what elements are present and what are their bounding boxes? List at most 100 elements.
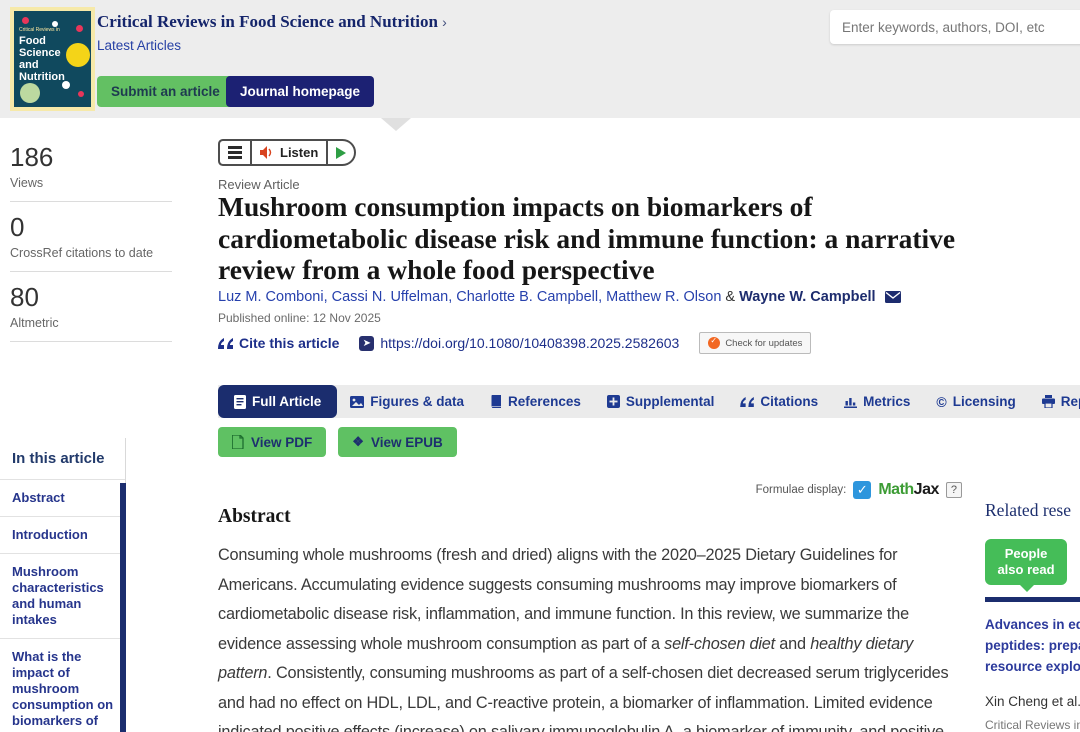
author-links[interactable]: Luz M. Comboni, Cassi N. Uffelman, Charl… (218, 289, 722, 305)
submit-article-button[interactable]: Submit an article (97, 76, 234, 107)
book-icon (491, 395, 502, 408)
listen-label: Listen (280, 145, 319, 160)
tab-label: Metrics (863, 394, 911, 409)
tab-references[interactable]: References (477, 385, 594, 418)
listen-menu-button[interactable] (220, 141, 250, 164)
in-this-article-sidebar: In this article Abstract Introduction Mu… (0, 438, 126, 732)
latest-articles-link[interactable]: Latest Articles (97, 38, 182, 53)
journal-header: Critical Reviews in Food Science and Nut… (0, 0, 1080, 118)
article-tabbar: Full Article Figures & data References S… (218, 385, 1080, 418)
toc-scroll-indicator[interactable] (120, 483, 126, 732)
envelope-icon[interactable] (884, 291, 901, 303)
metric-views: 186 Views (10, 138, 172, 202)
mathjax-logo: MathJax (878, 481, 939, 498)
copyright-icon: © (936, 393, 947, 410)
cover-decoration (20, 83, 40, 103)
metric-value: 80 (10, 282, 39, 312)
tab-label: Supplemental (625, 394, 715, 409)
mathjax-help-button[interactable]: ? (945, 482, 962, 498)
tab-metrics[interactable]: Metrics (831, 385, 923, 418)
speaker-icon (260, 146, 272, 159)
tab-full-article[interactable]: Full Article (218, 385, 338, 418)
cite-row: Cite this article ➤ https://doi.org/10.1… (218, 332, 812, 354)
abstract-segment: Consuming whole mushrooms (fresh and dri… (218, 546, 909, 653)
title-line: Mushroom consumption impacts on biomarke… (218, 191, 813, 222)
metric-label: Altmetric (10, 316, 59, 330)
people-also-read-tab[interactable]: People also read (985, 539, 1067, 592)
related-title-line: Advances in edib (985, 617, 1080, 632)
metric-altmetric: 80 Altmetric (10, 278, 172, 342)
related-article-link[interactable]: Advances in edib peptides: prepara resou… (985, 614, 1080, 677)
tab-reprints-permissions[interactable]: Reprints & Permissions (1029, 385, 1080, 418)
cite-article-link[interactable]: Cite this article (218, 335, 339, 351)
view-pdf-label: View PDF (251, 434, 313, 450)
metric-label: CrossRef citations to date (10, 246, 154, 260)
cover-decoration (66, 43, 90, 67)
related-research-rail: Related rese People also read Advances i… (985, 500, 1080, 732)
crossmark-icon (708, 336, 721, 349)
article-type-label: Review Article (218, 177, 300, 192)
header-notch (381, 118, 411, 131)
metric-value: 186 (10, 142, 54, 172)
tab-label: Full Article (252, 394, 322, 409)
title-line: review from a whole food perspective (218, 254, 655, 285)
cover-decoration (22, 17, 29, 24)
printer-icon (1041, 395, 1055, 408)
search-input[interactable] (830, 10, 1080, 44)
view-buttons: View PDF ❖ View EPUB (218, 427, 457, 457)
metric-crossref: 0 CrossRef citations to date (10, 208, 172, 272)
tab-label: References (508, 394, 581, 409)
tab-citations[interactable]: Citations (727, 385, 831, 418)
breadcrumb-journal-title[interactable]: Critical Reviews in Food Science and Nut… (97, 12, 438, 31)
abstract-italic: healthy dietary pattern (218, 634, 914, 683)
journal-homepage-button[interactable]: Journal homepage (226, 76, 375, 107)
breadcrumb[interactable]: Critical Reviews in Food Science and Nut… (97, 12, 447, 32)
listen-player: Listen (218, 139, 357, 166)
article-title: Mushroom consumption impacts on biomarke… (218, 191, 1070, 286)
play-button[interactable] (326, 141, 354, 164)
toc-item-impact[interactable]: What is the impact of mushroom consumpti… (12, 649, 114, 728)
cover-decoration (62, 81, 70, 89)
related-authors: Xin Cheng et al. (985, 694, 1080, 709)
document-icon (234, 394, 246, 409)
doi-link[interactable]: ➤ https://doi.org/10.1080/10408398.2025.… (359, 335, 679, 351)
toc-item-abstract[interactable]: Abstract (0, 480, 125, 517)
check-for-updates-button[interactable]: Check for updates (699, 332, 812, 354)
abstract-heading: Abstract (218, 506, 291, 527)
tab-label: Figures & data (370, 394, 465, 409)
quote-icon (218, 337, 233, 349)
tab-supplemental[interactable]: Supplemental (594, 385, 728, 418)
hamburger-icon (228, 146, 242, 159)
corresponding-author-link[interactable]: Wayne W. Campbell (739, 289, 876, 305)
article-metrics: 186 Views 0 CrossRef citations to date 8… (10, 138, 172, 348)
toc-heading: In this article (0, 438, 125, 480)
link-icon: ➤ (359, 335, 375, 351)
quote-icon (740, 396, 755, 407)
image-icon (350, 395, 365, 408)
view-pdf-button[interactable]: View PDF (218, 427, 327, 457)
ampersand: & (721, 289, 740, 305)
metric-value: 0 (10, 212, 25, 242)
mathjax-checkbox[interactable]: ✓ (853, 481, 872, 499)
journal-cover-art: Critical Reviews in Food Science and Nut… (14, 11, 91, 107)
journal-cover-image[interactable]: Critical Reviews in Food Science and Nut… (10, 7, 95, 111)
tab-label: Reprints & Permissions (1060, 394, 1080, 409)
play-icon (336, 146, 347, 159)
toc-item-mushroom-characteristics[interactable]: Mushroom characteristics and human intak… (0, 554, 125, 639)
toc-item-introduction[interactable]: Introduction (0, 517, 125, 554)
related-research-heading: Related rese (985, 500, 1071, 520)
cover-journal-kicker: Critical Reviews in (19, 27, 60, 33)
formulae-display-row: Formulae display: ✓ MathJax ? (218, 481, 962, 499)
view-epub-button[interactable]: ❖ View EPUB (338, 427, 457, 457)
cite-label: Cite this article (239, 335, 340, 351)
tab-licensing[interactable]: © Licensing (923, 385, 1028, 418)
listen-button[interactable]: Listen (250, 141, 326, 164)
abstract-text: Consuming whole mushrooms (fresh and dri… (218, 541, 966, 732)
related-journal: Critical Reviews in (985, 718, 1080, 732)
tab-figures-data[interactable]: Figures & data (337, 385, 477, 418)
search-box (830, 10, 1080, 44)
abstract-segment: . Consistently, consuming mushrooms as p… (218, 664, 949, 732)
abstract-segment: and (774, 634, 811, 653)
cover-decoration (52, 21, 58, 27)
check-updates-label: Check for updates (725, 337, 803, 349)
